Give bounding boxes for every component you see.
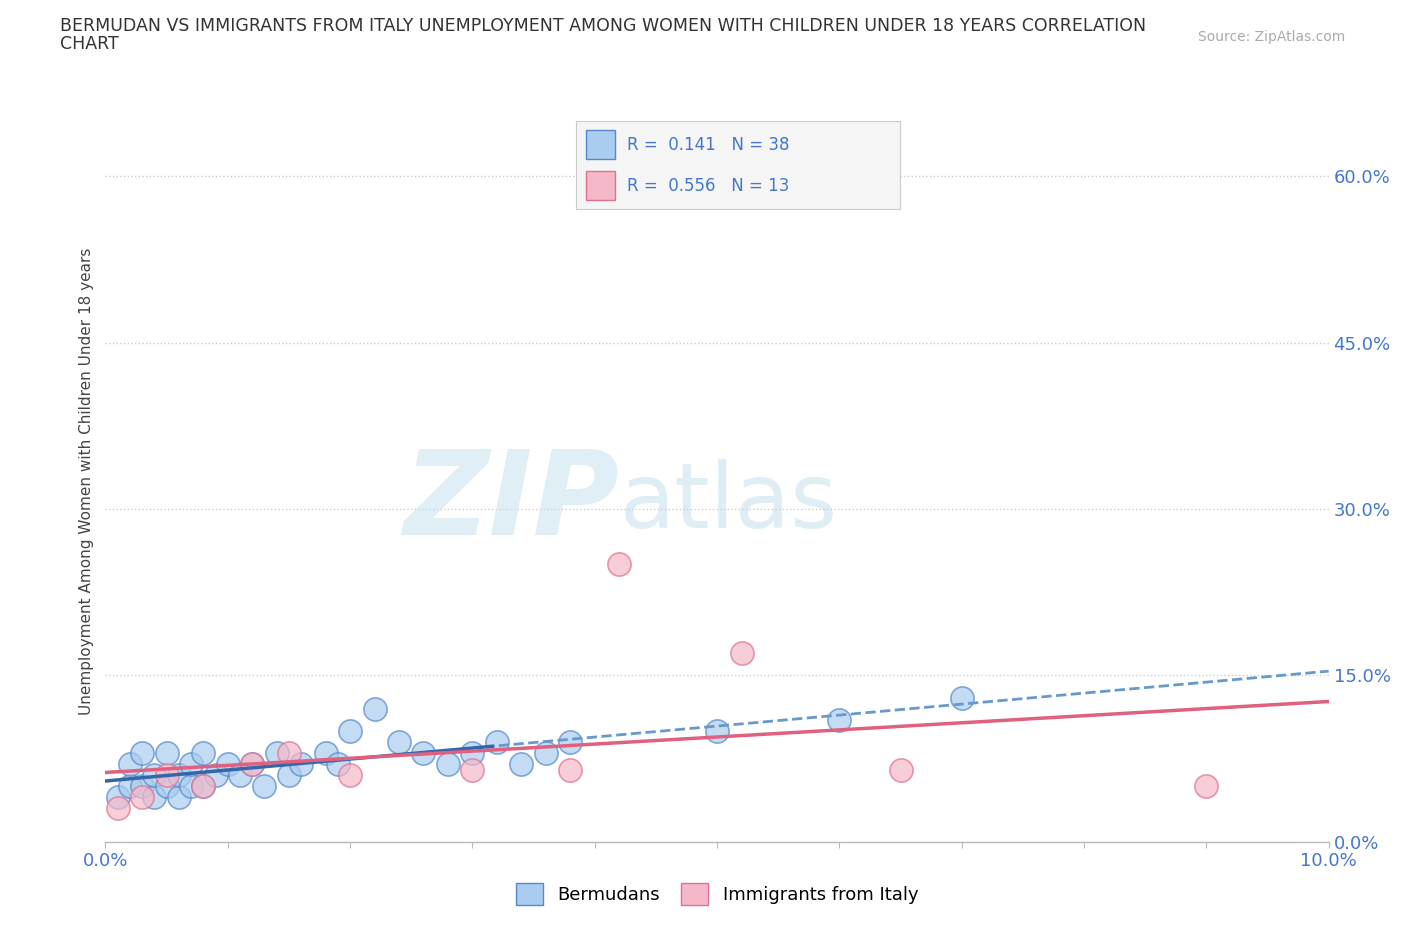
Point [363,701,385,716]
Point [437,757,460,772]
Point [180,778,202,793]
Point [339,767,361,782]
Text: BERMUDAN VS IMMIGRANTS FROM ITALY UNEMPLOYMENT AMONG WOMEN WITH CHILDREN UNDER 1: BERMUDAN VS IMMIGRANTS FROM ITALY UNEMPL… [60,17,1146,34]
Point [143,767,166,782]
Point [277,746,299,761]
Legend: Bermudans, Immigrants from Italy: Bermudans, Immigrants from Italy [509,875,925,912]
Point [828,712,851,727]
Point [193,778,215,793]
Point [204,767,226,782]
Point [461,746,484,761]
Bar [586,130,616,159]
Point [131,746,153,761]
Point [1195,778,1218,793]
Text: R =  0.556   N = 13: R = 0.556 N = 13 [627,177,789,195]
Point [167,767,190,782]
Point [193,778,215,793]
Point [240,757,263,772]
Point [155,767,177,782]
Point [315,746,337,761]
Point [290,757,312,772]
Text: CHART: CHART [60,35,120,53]
Point [167,790,190,804]
Point [326,757,349,772]
Y-axis label: Unemployment Among Women with Children Under 18 years: Unemployment Among Women with Children U… [79,247,94,715]
Text: Source: ZipAtlas.com: Source: ZipAtlas.com [1198,30,1346,44]
Text: atlas: atlas [619,458,838,547]
Point [155,778,177,793]
Point [131,778,153,793]
Point [730,645,752,660]
Point [193,746,215,761]
Point [131,790,153,804]
Point [118,757,141,772]
Point [339,724,361,738]
Text: R =  0.141   N = 38: R = 0.141 N = 38 [627,136,789,153]
Point [266,746,288,761]
Point [388,735,411,750]
Bar [586,171,616,201]
Point [534,746,557,761]
Point [217,757,239,772]
Point [706,724,728,738]
Point [155,746,177,761]
Point [143,790,166,804]
Point [950,690,973,705]
Point [607,557,630,572]
Point [560,735,582,750]
Point [485,735,508,750]
Point [180,757,202,772]
Point [510,757,533,772]
Point [240,757,263,772]
Point [107,790,129,804]
Point [107,801,129,816]
Point [889,763,911,777]
Point [560,763,582,777]
Point [229,767,252,782]
Point [277,767,299,782]
Text: ZIP: ZIP [404,445,619,561]
Point [461,763,484,777]
Point [253,778,276,793]
Point [412,746,434,761]
Point [118,778,141,793]
